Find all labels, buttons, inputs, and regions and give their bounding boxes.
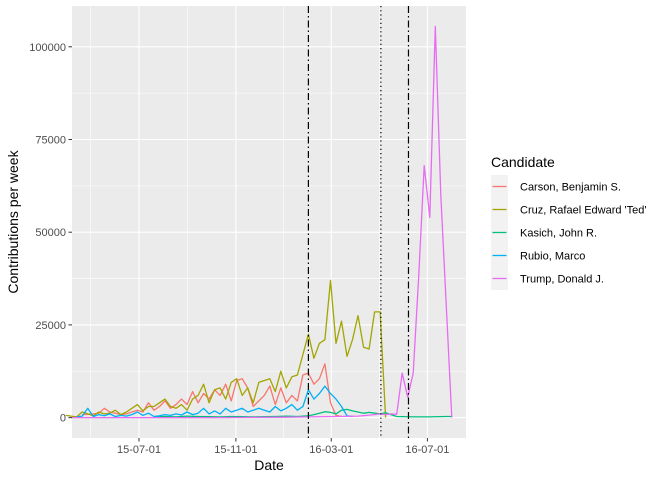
legend-label-0: Carson, Benjamin S. xyxy=(520,182,621,194)
series-line-4 xyxy=(71,25,453,419)
x-tick-label-0: 15-07-01 xyxy=(117,444,161,456)
legend-label-1: Cruz, Rafael Edward 'Ted' xyxy=(520,205,646,217)
legend: Candidate Carson, Benjamin S. Cruz, Rafae… xyxy=(491,154,646,290)
legend-label-3: Rubio, Marco xyxy=(520,251,585,263)
series-layer xyxy=(65,25,453,419)
y-axis-title: Contributions per week xyxy=(5,149,21,293)
plot-panel xyxy=(72,6,466,438)
x-axis-title: Date xyxy=(254,457,284,473)
x-tick-label-3: 16-07-01 xyxy=(405,444,449,456)
grid-minor xyxy=(72,6,466,438)
y-tick-label-4: 100000 xyxy=(29,42,66,54)
grid-major xyxy=(72,6,466,438)
legend-label-2: Kasich, John R. xyxy=(520,228,597,240)
y-tick-label-2: 50000 xyxy=(35,227,66,239)
series-line-2 xyxy=(153,408,452,418)
series-line-1 xyxy=(65,279,387,418)
vline-layer xyxy=(307,6,410,438)
x-tick-label-1: 15-11-01 xyxy=(214,444,257,456)
x-tick-label-2: 16-03-01 xyxy=(309,444,353,456)
y-tick-label-3: 75000 xyxy=(35,134,66,146)
legend-title: Candidate xyxy=(491,154,555,170)
legend-label-4: Trump, Donald J. xyxy=(520,274,604,286)
y-tick-label-0: 0 xyxy=(60,413,66,425)
y-tick-label-1: 25000 xyxy=(35,320,66,332)
series-line-3 xyxy=(76,385,353,418)
ticks-layer: 15-07-01 15-11-01 16-03-01 16-07-01 0 25000 50… xyxy=(29,42,449,456)
series-line-0 xyxy=(82,363,342,418)
